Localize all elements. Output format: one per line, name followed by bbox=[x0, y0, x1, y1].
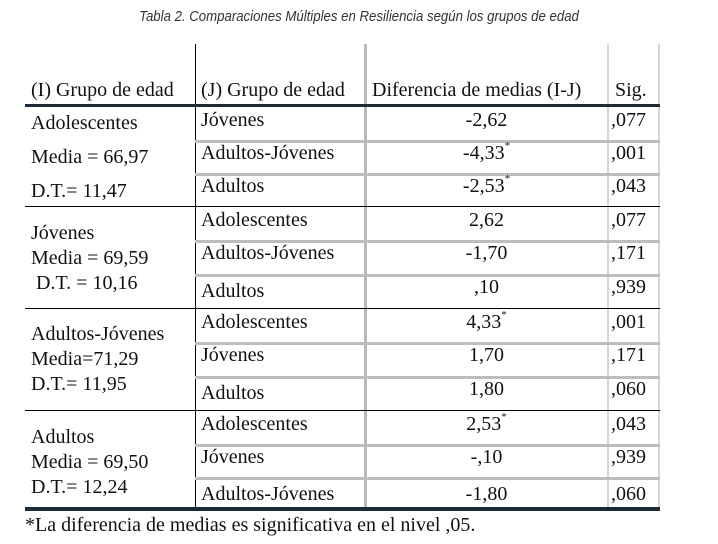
table-row: Adultos ,10 ,939 bbox=[195, 274, 660, 308]
mean-diff-cell: 2,53* bbox=[466, 411, 507, 435]
group-jovenes: Jóvenes Media = 69,59 D.T. = 10,16 Adole… bbox=[25, 206, 660, 308]
group-label: Jóvenes bbox=[31, 222, 95, 244]
table-row: Adolescentes 2,53* ,043 bbox=[195, 411, 660, 445]
sig-cell: ,060 bbox=[611, 378, 646, 400]
j-group-cell: Jóvenes bbox=[201, 109, 265, 131]
sig-cell: ,060 bbox=[611, 483, 646, 505]
group-sd: D.T.= 11,47 bbox=[31, 180, 127, 202]
mean-diff-cell: -4,33* bbox=[462, 140, 511, 164]
group-sd: D.T.= 12,24 bbox=[31, 476, 128, 498]
mean-diff-cell: 1,80 bbox=[469, 378, 504, 400]
table-row: Adultos-Jóvenes -4,33* ,001 bbox=[195, 140, 660, 174]
header-rule bbox=[25, 104, 660, 107]
mean-diff-cell: 4,33* bbox=[466, 309, 507, 333]
sig-cell: ,001 bbox=[611, 142, 646, 164]
table-footnote: *La diferencia de medias es significativ… bbox=[25, 514, 476, 536]
group-sd: D.T.= 11,95 bbox=[31, 373, 127, 395]
table-row: Adultos-Jóvenes -1,70 ,171 bbox=[195, 240, 660, 274]
table-header: (I) Grupo de edad (J) Grupo de edad Dife… bbox=[25, 44, 660, 107]
row-separator bbox=[195, 173, 660, 176]
header-j-group: (J) Grupo de edad bbox=[201, 79, 345, 101]
mean-diff-cell: 2,62 bbox=[469, 209, 504, 231]
row-separator bbox=[195, 240, 660, 243]
group-mean: Media = 69,59 bbox=[31, 247, 149, 269]
group-mean: Media = 69,50 bbox=[31, 451, 149, 473]
table-row: Jóvenes -2,62 ,077 bbox=[195, 107, 660, 141]
table-row: Adultos -2,53* ,043 bbox=[195, 173, 660, 207]
row-separator bbox=[195, 342, 660, 345]
header-mean-diff: Diferencia de medias (I-J) bbox=[372, 79, 582, 101]
sig-cell: ,939 bbox=[611, 446, 646, 468]
j-group-cell: Adolescentes bbox=[201, 311, 308, 333]
group-mean: Media=71,29 bbox=[31, 348, 139, 370]
header-sig: Sig. bbox=[615, 79, 647, 101]
table-row: Jóvenes -,10 ,939 bbox=[195, 444, 660, 478]
j-group-cell: Adultos-Jóvenes bbox=[201, 142, 335, 164]
group-mean: Media = 66,97 bbox=[31, 146, 149, 168]
header-i-group: (I) Grupo de edad bbox=[31, 79, 174, 101]
row-separator bbox=[195, 274, 660, 277]
sig-cell: ,939 bbox=[611, 276, 646, 298]
j-group-cell: Adolescentes bbox=[201, 413, 308, 435]
j-group-cell: Jóvenes bbox=[201, 344, 265, 366]
j-group-cell: Jóvenes bbox=[201, 446, 265, 468]
sig-cell: ,043 bbox=[611, 175, 646, 197]
table-bottom-rule bbox=[25, 507, 660, 511]
j-group-cell: Adultos-Jóvenes bbox=[201, 242, 335, 264]
mean-diff-cell: -2,62 bbox=[465, 109, 508, 131]
sig-cell: ,001 bbox=[611, 311, 646, 333]
j-group-cell: Adultos bbox=[201, 175, 265, 197]
sig-cell: ,171 bbox=[611, 344, 646, 366]
group-adolescentes: Adolescentes Media = 66,97 D.T.= 11,47 J… bbox=[25, 107, 660, 206]
group-separator bbox=[25, 308, 660, 309]
sig-cell: ,077 bbox=[611, 109, 646, 131]
mean-diff-cell: -2,53* bbox=[462, 173, 511, 197]
group-separator bbox=[25, 206, 660, 207]
row-separator bbox=[195, 477, 660, 480]
mean-diff-cell: -,10 bbox=[470, 446, 503, 468]
group-label: Adultos-Jóvenes bbox=[31, 323, 165, 345]
mean-diff-cell: -1,70 bbox=[465, 242, 508, 264]
table-row: Adolescentes 2,62 ,077 bbox=[195, 207, 660, 241]
table-row: Adultos-Jóvenes -1,80 ,060 bbox=[195, 477, 660, 511]
row-separator bbox=[195, 140, 660, 143]
group-label: Adolescentes bbox=[31, 112, 138, 134]
mean-diff-cell: 1,70 bbox=[469, 344, 504, 366]
mean-diff-cell: ,10 bbox=[474, 276, 499, 298]
mean-diff-cell: -1,80 bbox=[465, 483, 508, 505]
row-separator bbox=[195, 376, 660, 379]
sig-cell: ,171 bbox=[611, 242, 646, 264]
group-separator bbox=[25, 410, 660, 411]
sig-cell: ,077 bbox=[611, 209, 646, 231]
j-group-cell: Adolescentes bbox=[201, 209, 308, 231]
row-separator bbox=[195, 444, 660, 447]
group-label: Adultos bbox=[31, 426, 95, 448]
group-adultos-jovenes: Adultos-Jóvenes Media=71,29 D.T.= 11,95 … bbox=[25, 308, 660, 410]
group-adultos: Adultos Media = 69,50 D.T.= 12,24 Adoles… bbox=[25, 410, 660, 509]
j-group-cell: Adultos bbox=[201, 382, 265, 404]
sig-cell: ,043 bbox=[611, 413, 646, 435]
j-group-cell: Adultos bbox=[201, 280, 265, 302]
group-sd: D.T. = 10,16 bbox=[31, 272, 138, 294]
table-row: Adolescentes 4,33* ,001 bbox=[195, 309, 660, 343]
table-row: Jóvenes 1,70 ,171 bbox=[195, 342, 660, 376]
j-group-cell: Adultos-Jóvenes bbox=[201, 483, 335, 505]
table-row: Adultos 1,80 ,060 bbox=[195, 376, 660, 410]
table-caption: Tabla 2. Comparaciones Múltiples en Resi… bbox=[139, 8, 579, 25]
